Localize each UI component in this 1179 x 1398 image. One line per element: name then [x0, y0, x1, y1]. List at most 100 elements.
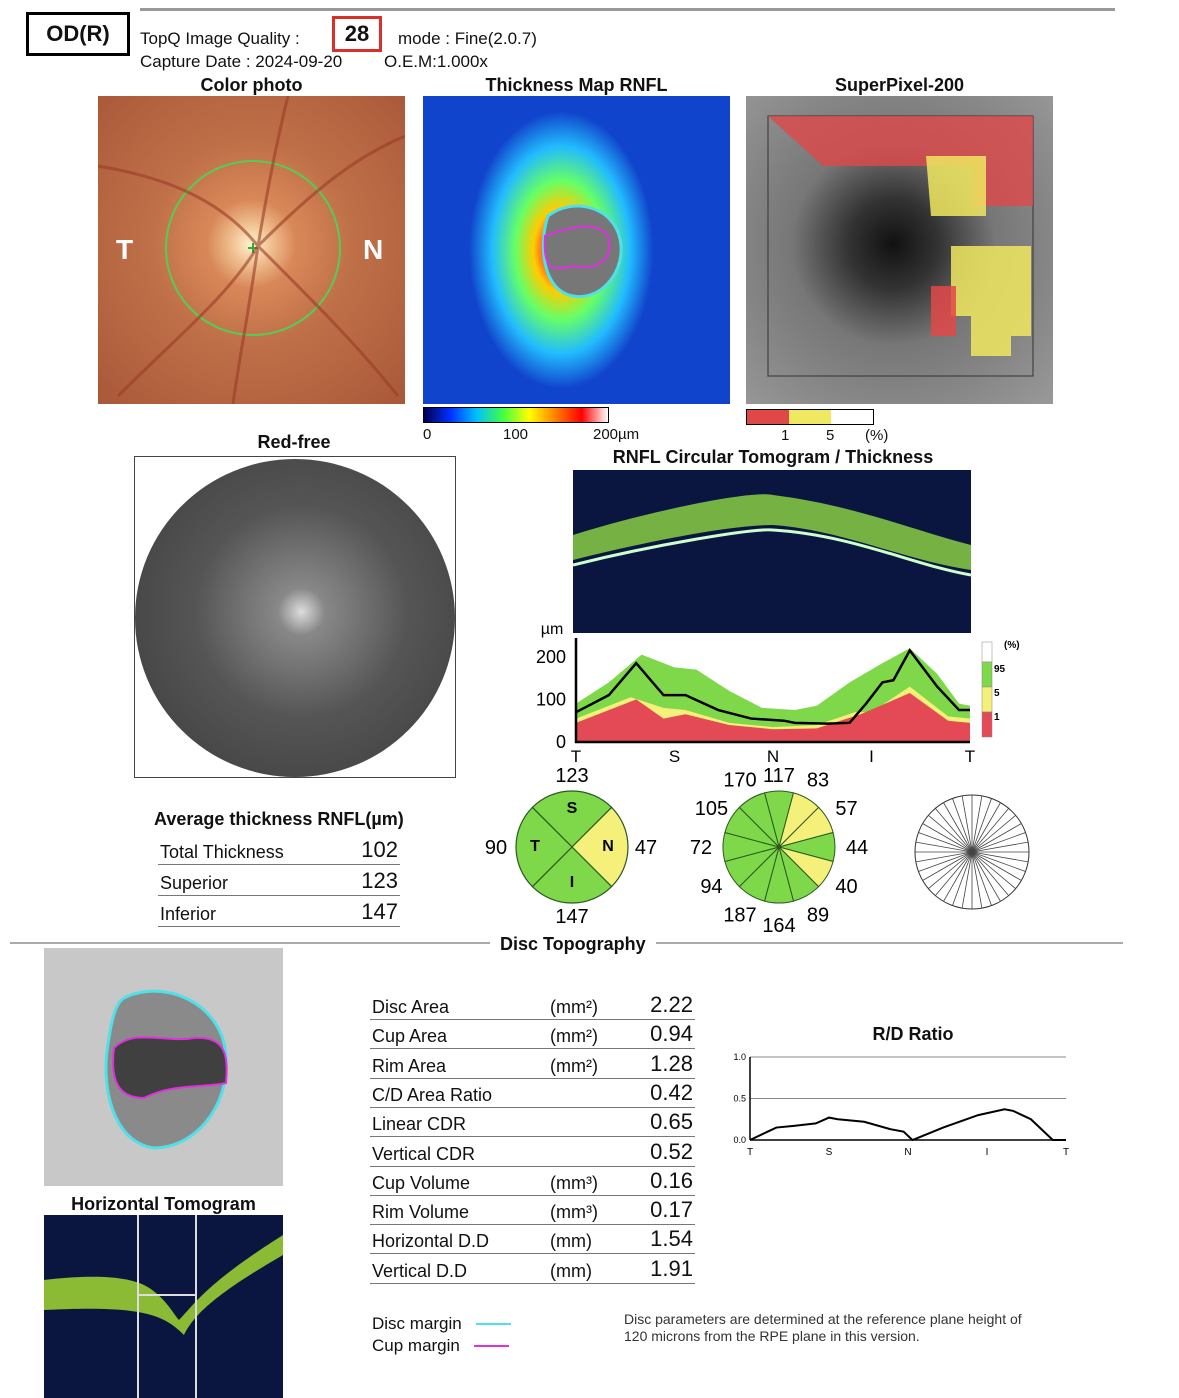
note-line2: 120 microns from the RPE plane in this v…: [624, 1328, 920, 1344]
quality-value: 28: [332, 16, 382, 52]
disc-row: Cup Volume (mm³) 0.16: [370, 1167, 695, 1196]
oem-text: O.E.M:1.000x: [384, 52, 488, 71]
disc-value: 0.94: [650, 1021, 693, 1047]
spoke-line: [971, 851, 1016, 889]
disc-row: C/D Area Ratio 0.42: [370, 1079, 695, 1108]
note-line1: Disc parameters are determined at the re…: [624, 1311, 1022, 1327]
superpixel-title: SuperPixel-200: [834, 75, 965, 95]
y-tick: 0: [556, 732, 566, 752]
disc-label: Vertical CDR: [372, 1143, 476, 1164]
clock-value: 170: [723, 769, 756, 791]
quadrant-sector-T: [515, 806, 573, 888]
capture-date: Capture Date : 2024-09-20: [140, 52, 343, 71]
rd-line: [749, 1108, 1066, 1142]
x-tick: T: [571, 747, 581, 766]
color-photo-title: Color photo: [200, 75, 303, 95]
disc-value: 0.65: [650, 1109, 693, 1135]
spoke-line: [918, 851, 973, 872]
disc-value: 0.42: [650, 1079, 693, 1105]
quadrant-value-n: 47: [635, 837, 657, 859]
rd-y-tick: 0.5: [733, 1094, 746, 1104]
clock-value: 164: [762, 915, 795, 935]
spoke-line: [915, 841, 973, 853]
avg-row: Superior 123: [158, 868, 400, 896]
quality-label: TopQ Image Quality :: [140, 29, 300, 48]
disc-value: 0.16: [650, 1167, 693, 1193]
spoke-line: [922, 851, 973, 881]
superpixel-image: [746, 96, 1053, 404]
disc-row: Cup Area (mm²) 0.94: [370, 1021, 695, 1050]
quadrant-value-i: 147: [555, 906, 588, 928]
spoke-line: [971, 851, 1029, 863]
disc-value: 1.91: [650, 1255, 693, 1281]
spoke-line: [935, 808, 973, 853]
x-tick: T: [965, 747, 975, 766]
spoke-line: [928, 815, 973, 853]
spoke-line: [935, 851, 973, 896]
cup-margin-swatch: [474, 1345, 509, 1347]
quadrant-value-t: 90: [485, 837, 507, 859]
spoke-line: [922, 823, 973, 853]
spoke-line: [971, 851, 992, 906]
spoke-line: [961, 851, 973, 909]
disc-label: Vertical D.D: [372, 1260, 468, 1281]
quadrant-sector-I: [531, 846, 613, 904]
nasal-label: N: [363, 234, 384, 265]
avg-row: Inferior 147: [158, 899, 400, 927]
legend-title: (%): [1004, 640, 1020, 651]
clock-value: 44: [846, 837, 868, 859]
section-title: Disc Topography: [490, 934, 656, 954]
legend-swatch: [981, 686, 993, 713]
spoke-line: [971, 851, 983, 909]
avg-row: Total Thickness 102: [158, 837, 400, 865]
disc-unit: (mm): [550, 1260, 592, 1281]
sp-scale-5: 5: [826, 427, 835, 444]
legend-label: 5: [994, 688, 1000, 699]
x-tick: S: [669, 747, 680, 766]
legend-label: 1: [994, 712, 1000, 723]
rd-x-tick: S: [826, 1147, 833, 1158]
clock-value: 187: [723, 905, 756, 927]
spoke-line: [952, 798, 973, 853]
scale-200: 200µm: [593, 426, 640, 443]
red-free-image: [135, 459, 455, 777]
rd-y-tick: 0.0: [733, 1135, 746, 1145]
tsnit-axes: [574, 638, 970, 744]
quadrant-label-T: T: [530, 838, 540, 855]
x-tick: N: [767, 747, 779, 766]
tsnit-chart: µm 0 100 200 T S N I T (%) 95 5 1: [536, 621, 1020, 766]
red-free-frame: [134, 456, 456, 778]
thickness-colorbar: [423, 407, 609, 423]
legend-swatch: [981, 711, 993, 738]
superpixel-colorbar: [746, 409, 874, 425]
disc-unit: (mm): [550, 1231, 592, 1252]
clock-value: 57: [835, 798, 857, 820]
thickness-map-title: Thickness Map RNFL: [485, 75, 668, 95]
rd-x-tick: N: [904, 1147, 911, 1158]
thickness-map-image: [423, 96, 730, 404]
y-axis-label: µm: [541, 621, 564, 638]
clock-value: 105: [695, 798, 728, 820]
spoke-line: [971, 798, 992, 853]
spoke-line: [971, 802, 1001, 853]
spoke-line: [971, 841, 1029, 853]
eye-label: OD(R): [26, 12, 130, 56]
legend-label: 95: [994, 664, 1006, 675]
spoke-line: [943, 851, 973, 902]
spoke-line: [971, 851, 1026, 872]
disc-margin-swatch: [476, 1323, 511, 1325]
disc-value: 1.28: [650, 1050, 693, 1076]
disc-unit: (mm²): [550, 997, 598, 1017]
disc-label: Horizontal D.D: [372, 1231, 490, 1252]
disc-value: 1.54: [650, 1226, 693, 1252]
avg-title: Average thickness RNFL(µm): [154, 809, 404, 829]
spoke-line: [961, 795, 973, 853]
disc-unit: (mm³): [550, 1202, 598, 1223]
quadrant-chart: S T N I 123 147 90 47: [485, 765, 657, 928]
disc-value: 0.17: [650, 1197, 693, 1223]
mode-text: mode : Fine(2.0.7): [398, 29, 537, 48]
rd-ratio-chart: 0.0 0.5 1.0 T S N I T: [733, 1052, 1069, 1158]
spoke-line: [971, 851, 1009, 896]
avg-label: Superior: [160, 873, 229, 893]
